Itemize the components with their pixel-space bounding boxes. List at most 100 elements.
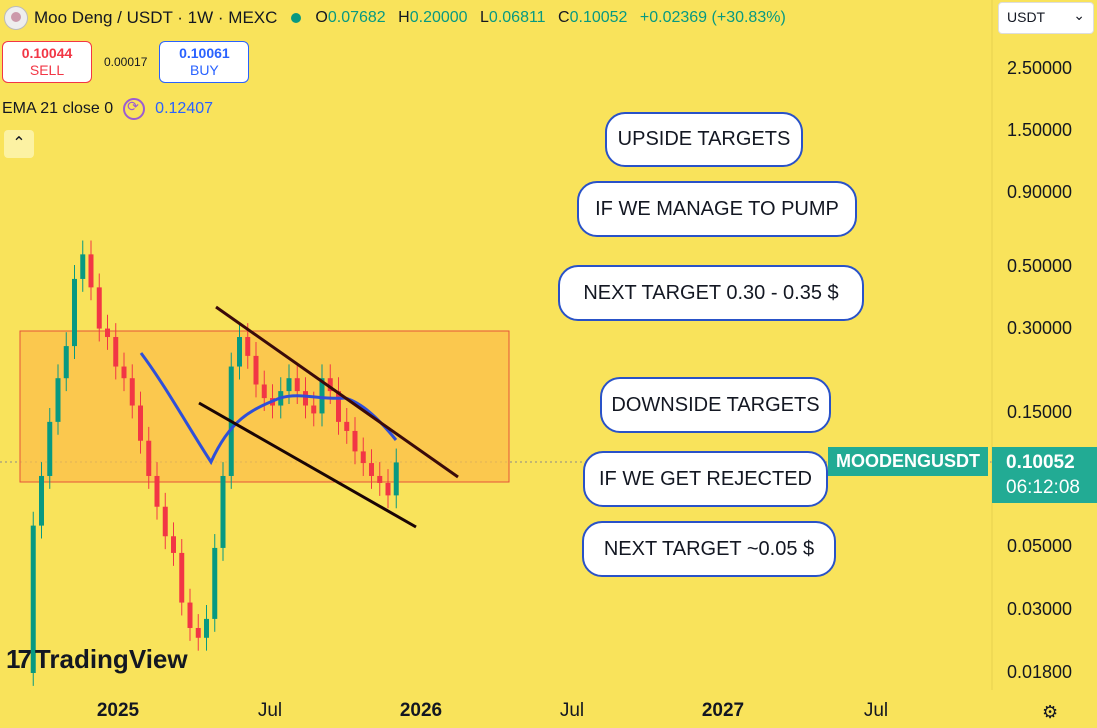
candle-body xyxy=(220,475,226,548)
buy-price: 0.10061 xyxy=(179,45,230,61)
price-axis-label: 0.01800 xyxy=(1007,662,1073,682)
open-value: 0.07682 xyxy=(327,9,386,26)
time-axis-label: 2026 xyxy=(399,700,443,721)
annotation-downside-targets[interactable]: DOWNSIDE TARGETS xyxy=(600,377,831,433)
candle-body xyxy=(105,328,110,338)
candle-body xyxy=(171,536,176,553)
candle-body xyxy=(261,384,267,399)
annotation-upside-targets[interactable]: UPSIDE TARGETS xyxy=(605,112,803,167)
time-axis-label: Jul xyxy=(559,700,585,721)
tradingview-logo[interactable]: 17 TradingView xyxy=(6,644,188,675)
low-label: L xyxy=(480,9,489,26)
candle-body xyxy=(80,254,86,279)
high-value: 0.20000 xyxy=(409,9,468,26)
time-axis-label: Jul xyxy=(257,700,283,721)
candle-body xyxy=(319,378,325,414)
candle-body xyxy=(286,378,292,392)
candle-body xyxy=(336,391,341,422)
candle-body xyxy=(30,525,36,673)
candle-body xyxy=(39,475,44,526)
ohlc-readout: O0.07682 H0.20000 L0.06811 C0.10052 +0.0… xyxy=(315,9,793,27)
last-price-value: 0.10052 xyxy=(1006,452,1075,473)
close-label: C xyxy=(558,9,570,26)
candle-body xyxy=(63,346,69,379)
time-axis-label: Jul xyxy=(863,700,889,721)
candle-body xyxy=(138,405,143,441)
price-axis-label: 0.30000 xyxy=(1007,318,1073,338)
price-axis-label: 0.50000 xyxy=(1007,256,1073,276)
candle-body xyxy=(327,378,333,392)
candle-body xyxy=(385,482,391,496)
candle-body xyxy=(55,378,61,422)
candle-body xyxy=(344,421,350,431)
price-axis-label: 0.05000 xyxy=(1007,536,1073,556)
coin-icon xyxy=(4,6,28,30)
candle-body xyxy=(179,552,185,603)
settings-icon[interactable]: ⚙ xyxy=(1042,702,1059,722)
time-axis-label: 2025 xyxy=(96,700,140,721)
candle-body xyxy=(195,627,201,638)
candle-body xyxy=(96,287,102,329)
symbol-price-label: MOODENGUSDT xyxy=(828,447,988,476)
annotation-rejected[interactable]: IF WE GET REJECTED xyxy=(583,451,828,507)
candle-body xyxy=(121,366,127,379)
market-status-icon[interactable] xyxy=(291,13,302,23)
currency-select-value: USDT xyxy=(1007,9,1046,25)
annotation-next-target-up[interactable]: NEXT TARGET 0.30 - 0.35 $ xyxy=(558,265,864,321)
ema-line xyxy=(139,352,398,466)
candle-body xyxy=(245,337,251,356)
change-value: +0.02369 (+30.83%) xyxy=(639,9,786,26)
symbol-title[interactable]: Moo Deng / USDT · 1W · MEXC xyxy=(34,8,278,27)
price-axis-label: 0.90000 xyxy=(1007,182,1073,202)
symbol-header: Moo Deng / USDT · 1W · MEXC O0.07682 H0.… xyxy=(0,0,794,36)
candle-body xyxy=(154,475,160,507)
candle-body xyxy=(393,462,399,496)
candle-body xyxy=(162,506,168,537)
currency-select[interactable]: USDT ⌄ xyxy=(998,2,1094,34)
close-value: 0.10052 xyxy=(569,9,628,26)
collapse-legend-button[interactable]: ⌃ xyxy=(4,130,34,158)
price-axis-label: 2.50000 xyxy=(1007,58,1073,78)
buy-button[interactable]: 0.10061 BUY xyxy=(159,41,250,83)
low-value: 0.06811 xyxy=(488,9,546,26)
channel-upper-line xyxy=(215,305,459,479)
indicator-legend[interactable]: EMA 21 close 0 0.12407 xyxy=(2,98,213,120)
buy-label: BUY xyxy=(189,62,219,78)
candle-body xyxy=(253,355,259,385)
candle-body xyxy=(204,618,209,638)
candle-body xyxy=(377,475,383,483)
bar-countdown: 06:12:08 xyxy=(1006,477,1080,498)
indicator-value: 0.12407 xyxy=(155,100,214,117)
annotation-next-target-down[interactable]: NEXT TARGET ~0.05 $ xyxy=(582,521,836,577)
tradingview-icon: 17 xyxy=(6,644,32,674)
annotation-pump[interactable]: IF WE MANAGE TO PUMP xyxy=(577,181,857,237)
sell-price: 0.10044 xyxy=(21,45,73,61)
candle-body xyxy=(294,378,300,392)
candle-body xyxy=(212,547,218,619)
sell-button[interactable]: 0.10044 SELL xyxy=(2,41,92,83)
candle-body xyxy=(237,337,242,367)
price-axis-label: 1.50000 xyxy=(1007,120,1073,140)
spread-value: 0.00017 xyxy=(104,55,148,69)
candle-body xyxy=(187,602,193,628)
time-axis-label: 2027 xyxy=(701,700,745,721)
indicator-loading-icon xyxy=(123,98,146,120)
channel-lower-line xyxy=(198,401,417,529)
high-label: H xyxy=(398,9,410,26)
indicator-name: EMA 21 close 0 xyxy=(2,100,114,117)
price-axis-label: 0.03000 xyxy=(1007,599,1073,619)
candle-body xyxy=(360,451,366,464)
chevron-down-icon: ⌄ xyxy=(1073,7,1085,23)
last-price-tag: 0.10052 06:12:08 xyxy=(992,447,1097,503)
candle-body xyxy=(88,254,94,288)
tradingview-wordmark: TradingView xyxy=(34,644,188,674)
candle-body xyxy=(369,463,374,476)
candle-body xyxy=(113,337,119,367)
price-axis-label: 0.15000 xyxy=(1007,402,1073,422)
candle-body xyxy=(129,378,135,406)
candle-body xyxy=(72,278,77,347)
candle-body xyxy=(311,405,317,414)
candle-body xyxy=(303,391,308,406)
candle-body xyxy=(146,440,152,476)
